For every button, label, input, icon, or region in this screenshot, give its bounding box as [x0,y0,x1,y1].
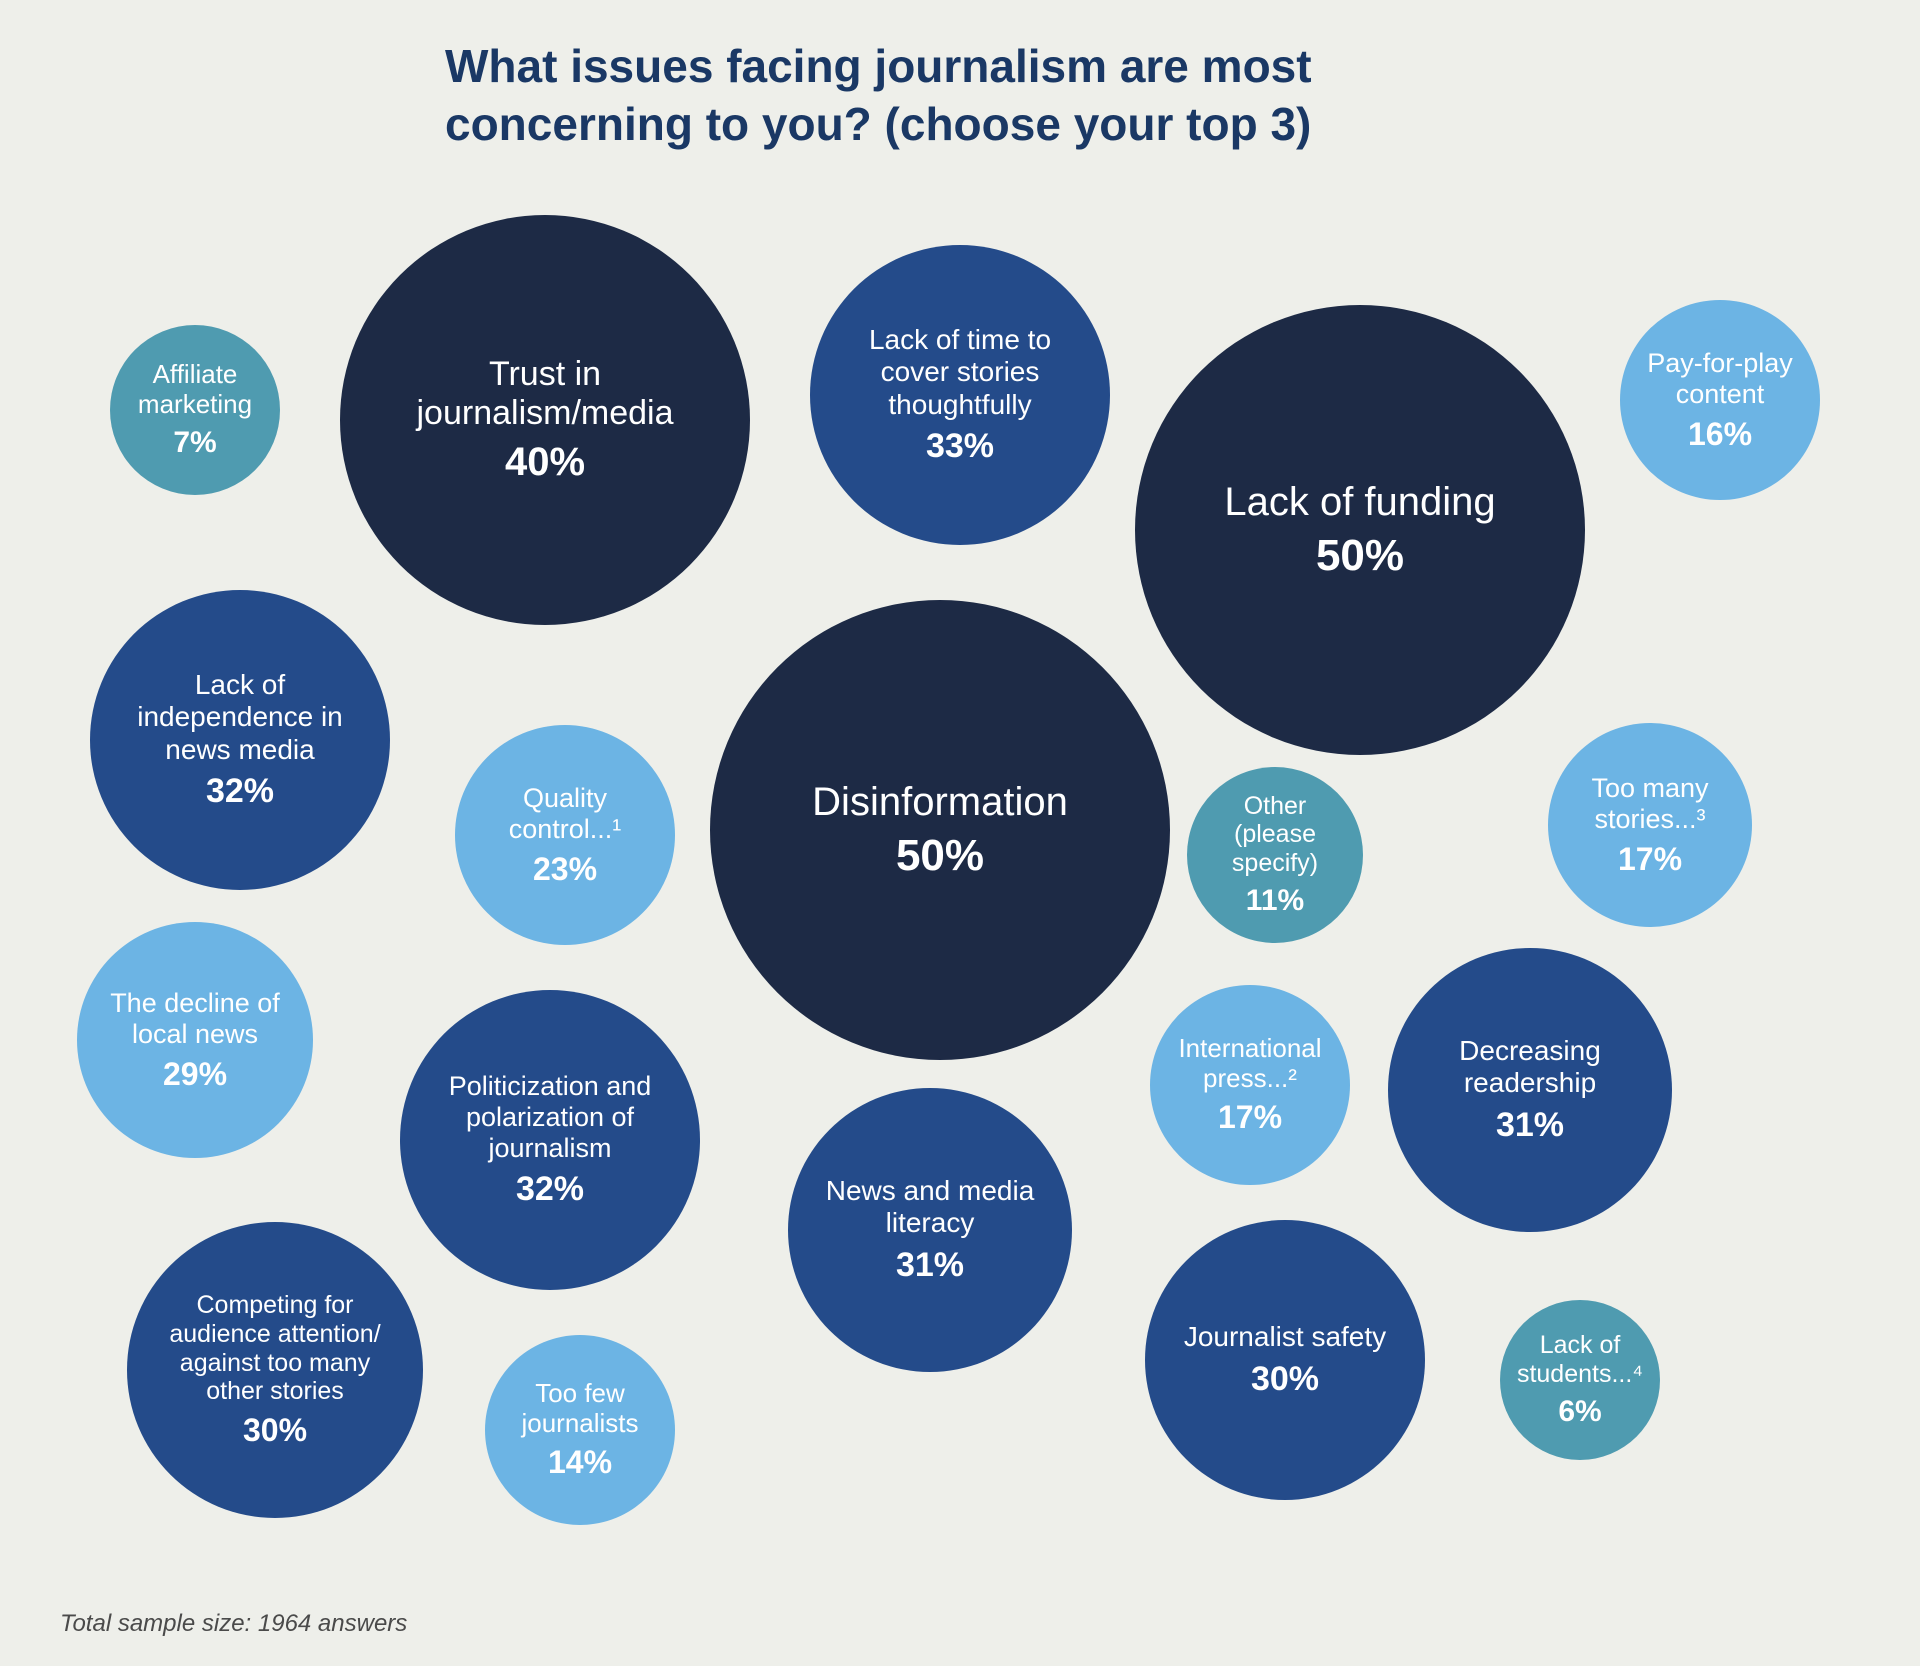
bubble-value: 32% [516,1170,584,1209]
bubble-trust: Trust in journalism/media 40% [340,215,750,625]
bubble-lack-of-students: Lack of students...⁴ 6% [1500,1300,1660,1460]
bubble-value: 50% [1316,531,1404,582]
bubble-value: 17% [1218,1099,1282,1136]
bubble-label: Decreasing readership [1428,1035,1632,1099]
bubble-politicization: Politicization and polarization of journ… [400,990,700,1290]
bubble-independence: Lack of independence in news media 32% [90,590,390,890]
bubble-lack-of-funding: Lack of funding 50% [1135,305,1585,755]
bubble-value: 29% [163,1056,227,1093]
bubble-decline-local: The decline of local news 29% [77,922,313,1158]
bubble-label: International press...² [1172,1034,1328,1094]
bubble-label: Trust in journalism/media [385,355,705,433]
bubble-label: Lack of students...⁴ [1516,1331,1644,1389]
bubble-label: Too few journalists [507,1379,653,1439]
bubble-value: 31% [1496,1106,1564,1145]
bubble-pay-for-play: Pay-for-play content 16% [1620,300,1820,500]
bubble-label: Competing for audience attention/ agains… [155,1291,395,1406]
bubble-value: 50% [896,831,984,882]
bubble-label: News and media literacy [823,1175,1037,1239]
bubble-other: Other (please specify) 11% [1187,767,1363,943]
bubble-label: Other (please specify) [1207,792,1343,878]
bubble-label: Lack of independence in news media [125,669,355,766]
bubble-media-literacy: News and media literacy 31% [788,1088,1072,1372]
bubble-value: 7% [173,426,216,461]
bubble-value: 32% [206,772,274,811]
bubble-disinformation: Disinformation 50% [710,600,1170,1060]
bubble-value: 33% [926,427,994,466]
bubble-label: Politicization and polarization of journ… [432,1071,668,1164]
bubble-quality-control: Quality control...¹ 23% [455,725,675,945]
bubble-competing-attention: Competing for audience attention/ agains… [127,1222,423,1518]
bubble-value: 40% [505,439,585,485]
bubble-label: Pay-for-play content [1642,348,1798,410]
chart-title: What issues facing journalism are most c… [445,38,1545,153]
bubble-label: Lack of funding [1224,479,1495,525]
bubble-too-few-journalists: Too few journalists 14% [485,1335,675,1525]
bubble-label: The decline of local news [102,988,288,1050]
bubble-label: Quality control...¹ [483,783,647,845]
bubble-label: Too many stories...³ [1573,773,1727,835]
bubble-value: 31% [896,1246,964,1285]
bubble-value: 30% [243,1412,307,1449]
bubble-chart: What issues facing journalism are most c… [0,0,1920,1666]
bubble-value: 23% [533,851,597,888]
bubble-label: Journalist safety [1184,1321,1386,1353]
bubble-time-to-cover: Lack of time to cover stories thoughtful… [810,245,1110,545]
chart-footnote: Total sample size: 1964 answers [60,1610,407,1638]
bubble-journalist-safety: Journalist safety 30% [1145,1220,1425,1500]
bubble-label: Affiliate marketing [128,360,262,420]
bubble-value: 17% [1618,841,1682,878]
bubble-decreasing-readership: Decreasing readership 31% [1388,948,1672,1232]
bubble-too-many-stories: Too many stories...³ 17% [1548,723,1752,927]
bubble-value: 16% [1688,416,1752,453]
bubble-intl-press: International press...² 17% [1150,985,1350,1185]
bubble-value: 11% [1246,884,1304,919]
bubble-label: Disinformation [812,779,1068,825]
bubble-value: 6% [1558,1395,1601,1430]
bubble-value: 14% [548,1444,612,1481]
bubble-label: Lack of time to cover stories thoughtful… [850,324,1070,421]
bubble-affiliate-marketing: Affiliate marketing 7% [110,325,280,495]
bubble-value: 30% [1251,1360,1319,1399]
